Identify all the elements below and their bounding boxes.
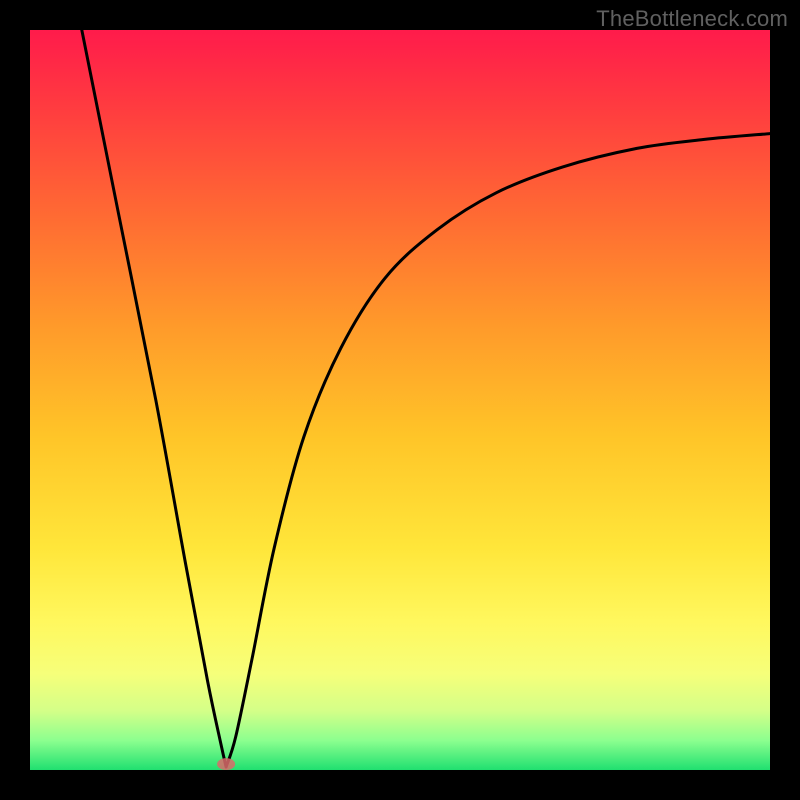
outer-frame: TheBottleneck.com <box>0 0 800 800</box>
plot-area <box>30 30 770 770</box>
watermark-text: TheBottleneck.com <box>596 6 788 32</box>
chart-svg <box>30 30 770 770</box>
gradient-background <box>30 30 770 770</box>
minimum-marker <box>217 758 235 770</box>
